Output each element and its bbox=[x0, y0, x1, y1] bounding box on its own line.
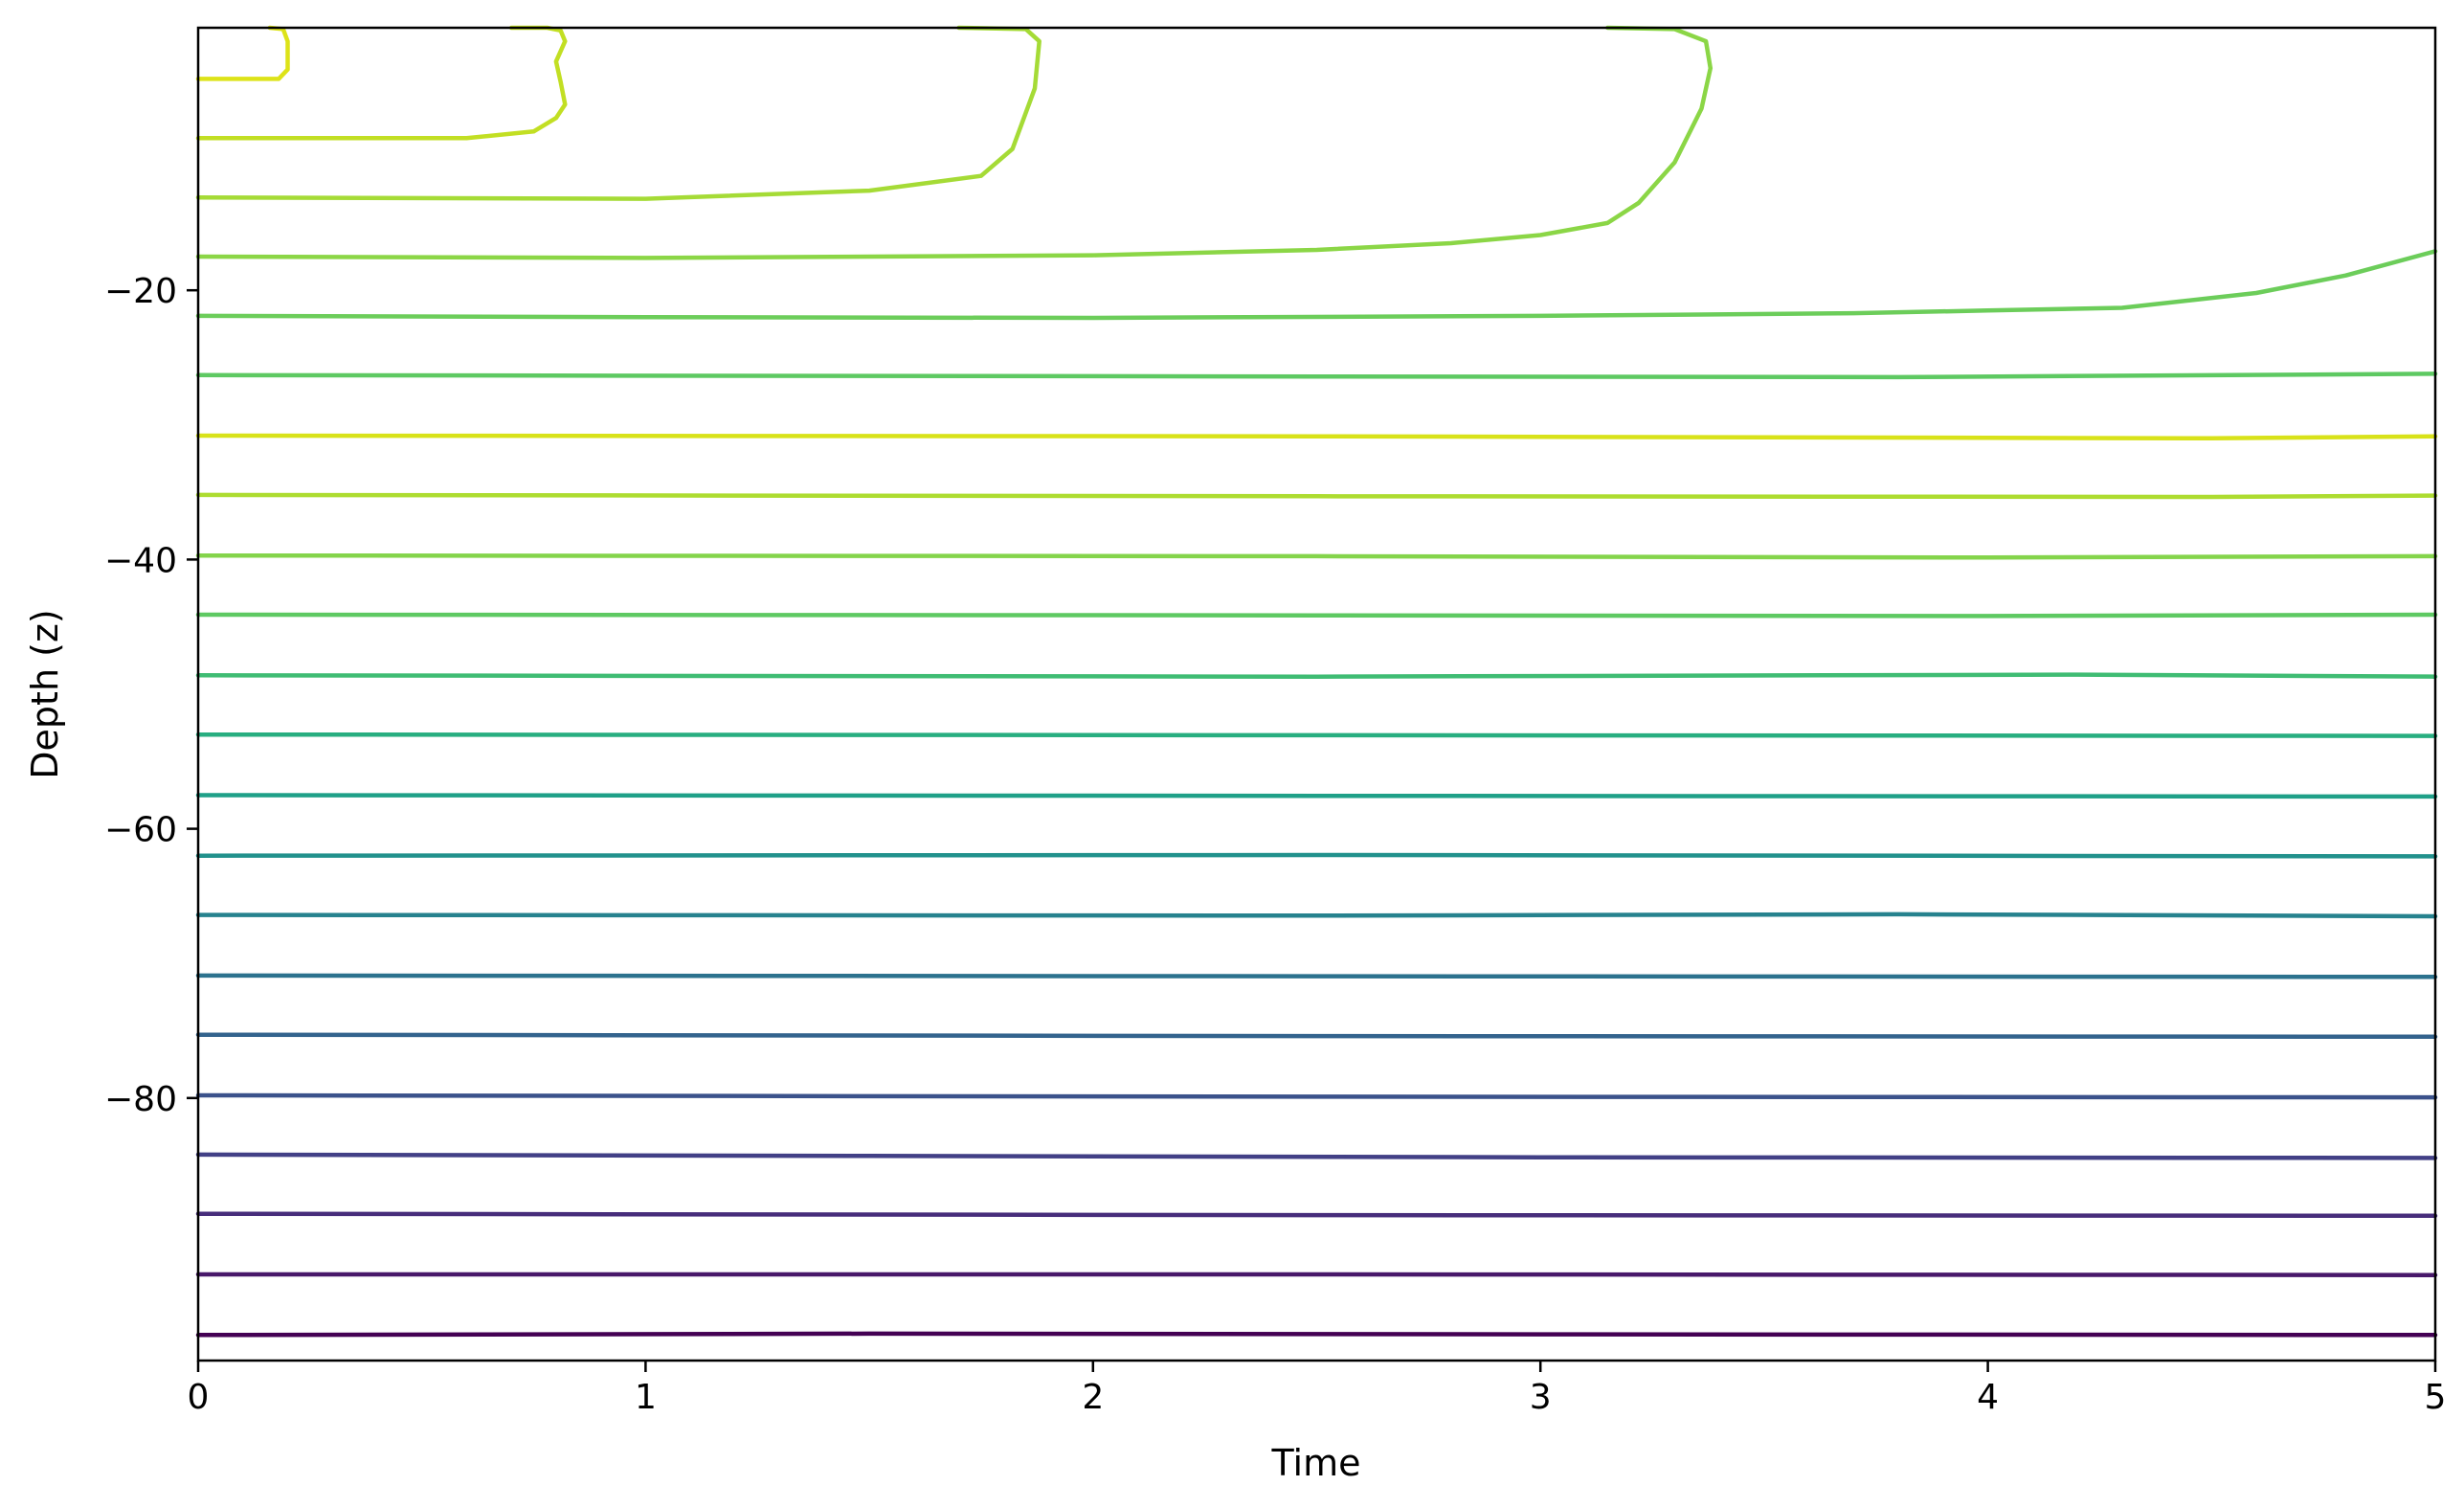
y-tick-label: −20 bbox=[104, 272, 177, 311]
y-tick-label: −40 bbox=[104, 541, 177, 580]
contour-line-19 bbox=[195, 25, 1714, 260]
x-axis-label: Time bbox=[1271, 1442, 1361, 1484]
contour-lines bbox=[195, 25, 2438, 1338]
contour-line-12 bbox=[195, 672, 2438, 679]
contour-line-6 bbox=[195, 1032, 2438, 1040]
contour-line-20 bbox=[195, 25, 1042, 201]
x-axis-ticks: 0 1 2 3 4 5 bbox=[188, 1361, 2447, 1417]
y-axis-label: Depth (z) bbox=[24, 609, 66, 778]
contour-line-11 bbox=[195, 731, 2438, 738]
contour-line-10 bbox=[195, 793, 2438, 799]
contour-line-8 bbox=[195, 912, 2438, 919]
x-tick-label: 5 bbox=[2425, 1378, 2447, 1417]
contour-line-17 bbox=[195, 371, 2438, 380]
x-tick-label: 0 bbox=[188, 1378, 210, 1417]
y-tick-label: −80 bbox=[104, 1080, 177, 1119]
contour-line-18 bbox=[195, 249, 2438, 321]
contour-line-1 bbox=[195, 1331, 2438, 1338]
contour-line-5 bbox=[195, 1092, 2438, 1100]
x-tick-label: 3 bbox=[1530, 1378, 1552, 1417]
contour-line-16 bbox=[195, 433, 2438, 441]
contour-line-9 bbox=[195, 852, 2438, 859]
x-tick-label: 4 bbox=[1977, 1378, 1999, 1417]
contour-line-7 bbox=[195, 973, 2438, 979]
y-tick-label: −60 bbox=[104, 811, 177, 850]
contour-line-2 bbox=[195, 1272, 2438, 1277]
contour-line-4 bbox=[195, 1152, 2438, 1160]
contour-line-3 bbox=[195, 1211, 2438, 1219]
contour-line-21 bbox=[195, 25, 568, 141]
contour-line-15 bbox=[195, 492, 2438, 500]
x-tick-label: 1 bbox=[635, 1378, 657, 1417]
y-axis-ticks: −20 −40 −60 −80 bbox=[104, 272, 198, 1119]
contour-line-13 bbox=[195, 612, 2438, 619]
contour-line-14 bbox=[195, 552, 2438, 560]
x-tick-label: 2 bbox=[1082, 1378, 1104, 1417]
plot-frame bbox=[196, 26, 2437, 1362]
